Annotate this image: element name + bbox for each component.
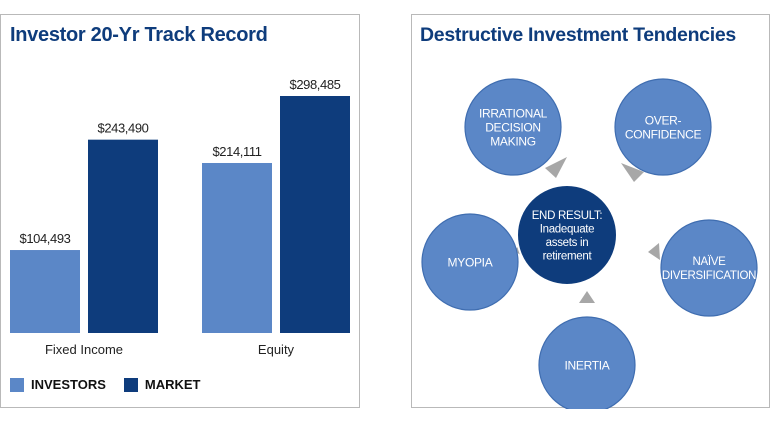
category-label-equity: Equity: [258, 342, 295, 357]
legend-swatch-investors: [10, 377, 24, 392]
center-node-label-line-1: END RESULT:: [532, 210, 603, 222]
arrow-inertia-to-center: [579, 291, 595, 303]
bar-investors-equity: [202, 162, 272, 333]
legend-label-investors: INVESTORS: [31, 377, 106, 392]
node-irrational-label-line-2: DECISION: [485, 120, 541, 134]
bar-market-fixed-income: [88, 139, 158, 333]
legend-item-market: MARKET: [123, 377, 201, 392]
diagram-title: Destructive Investment Tendencies: [420, 24, 736, 46]
node-inertia-label-line-1: INERTIA: [564, 358, 609, 372]
data-label-market-fixed-income: $243,490: [97, 121, 148, 136]
node-inertia: [538, 316, 636, 409]
node-overconfidence-label-line-2: CONFIDENCE: [625, 127, 702, 141]
legend-swatch-market: [123, 377, 138, 392]
track-record-panel: Investor 20-Yr Track Record $104,493 $243…: [0, 14, 360, 408]
data-label-investors-fixed-income: $104,493: [19, 231, 70, 246]
bar-investors-fixed-income: [10, 250, 80, 333]
category-label-fixed-income: Fixed Income: [45, 342, 123, 357]
arrow-irrational-to-center: [545, 157, 567, 178]
tendencies-panel: Destructive Investment Tendencies IRRATI…: [411, 14, 770, 409]
chart-legend: INVESTORS MARKET: [10, 377, 219, 392]
center-node: [516, 184, 618, 286]
arrow-overconfidence-to-center: [621, 163, 644, 182]
node-naive: [660, 219, 758, 317]
bar-chart: $104,493 $243,490 Fixed Income $214,111 $298…: [10, 77, 350, 357]
bar-market-equity: [280, 96, 350, 333]
node-overconfidence: [614, 78, 712, 176]
center-node-label-line-3: assets in: [546, 237, 589, 249]
chart-title: Investor 20-Yr Track Record: [10, 24, 268, 46]
node-irrational-label-line-3: MAKING: [490, 134, 536, 148]
node-irrational-label-line-1: IRRATIONAL: [479, 106, 548, 120]
data-label-market-equity: $298,485: [289, 77, 340, 92]
node-naive-label-line-1: NAÏVE: [692, 256, 726, 268]
arrow-naive-to-center: [648, 243, 660, 260]
node-myopia-label-line-1: MYOPIA: [448, 255, 493, 269]
center-node-label-line-2: Inadequate: [540, 223, 595, 235]
node-naive-label-line-2: DIVERSIFICATION: [662, 270, 756, 282]
legend-item-investors: INVESTORS: [10, 377, 106, 392]
legend-label-market: MARKET: [144, 377, 201, 392]
node-myopia: [421, 213, 519, 311]
node-irrational: [464, 78, 562, 176]
center-node-label-line-4: retirement: [543, 250, 593, 262]
node-overconfidence-label-line-1: OVER-: [645, 113, 682, 127]
data-label-investors-equity: $214,111: [212, 144, 261, 159]
